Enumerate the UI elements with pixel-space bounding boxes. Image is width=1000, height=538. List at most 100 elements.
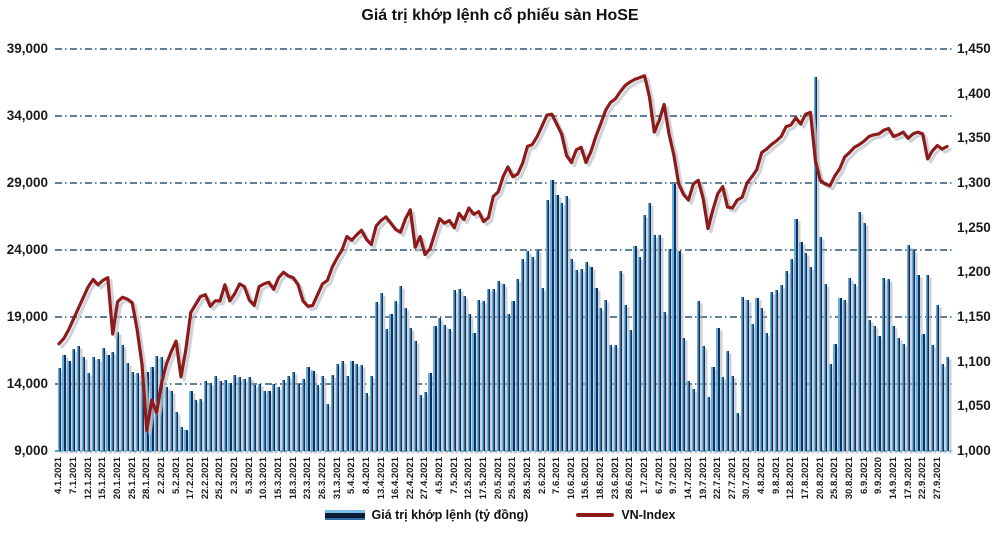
volume-bar <box>184 429 188 451</box>
volume-bar <box>355 363 359 451</box>
volume-bar <box>731 375 735 451</box>
volume-bar <box>477 299 481 451</box>
volume-bar <box>252 385 256 451</box>
volume-bar <box>682 338 686 451</box>
volume-bar <box>540 287 544 451</box>
volume-bar <box>584 262 588 451</box>
volume-bar <box>853 283 857 451</box>
volume-bar <box>901 343 905 451</box>
volume-bar <box>243 378 247 451</box>
volume-bar <box>726 350 730 451</box>
volume-bar <box>935 304 940 451</box>
volume-bar <box>447 329 452 451</box>
volume-bar <box>555 195 559 451</box>
volume-bar <box>394 300 398 451</box>
volume-bar <box>462 295 466 451</box>
volume-bar <box>823 283 827 451</box>
volume-bar <box>452 290 457 451</box>
volume-bar <box>316 385 320 451</box>
volume-bar <box>945 357 949 451</box>
volume-bar <box>267 390 271 451</box>
volume-bar <box>272 384 276 451</box>
volume-bar <box>57 367 61 451</box>
volume-bar <box>330 374 335 451</box>
volume-bar <box>233 374 237 451</box>
volume-bar <box>433 326 437 451</box>
y-axis-label-right: 1,450 <box>957 41 991 56</box>
volume-bar <box>774 290 779 451</box>
volume-bar <box>604 299 608 451</box>
volume-bar <box>418 394 422 451</box>
legend-item-volume: Giá trị khớp lệnh (tỷ đồng) <box>324 508 528 522</box>
y-axis-label-left: 29,000 <box>6 175 48 190</box>
volume-bar <box>750 323 754 451</box>
volume-bar <box>101 347 105 451</box>
volume-bar <box>130 371 134 451</box>
volume-bar <box>716 327 720 451</box>
y-axis-label-left: 14,000 <box>6 376 48 391</box>
volume-bar <box>199 398 203 451</box>
volume-bar <box>282 379 286 451</box>
volume-bar <box>521 259 525 451</box>
volume-bar <box>106 354 110 451</box>
volume-bar <box>770 291 774 451</box>
volume-bar <box>96 358 100 451</box>
volume-bar <box>799 241 803 451</box>
volume-bar <box>487 288 491 451</box>
volume-bar <box>169 390 174 451</box>
volume-bar <box>789 259 793 451</box>
volume-bar <box>813 77 818 451</box>
volume-bar <box>633 245 637 451</box>
volume-bar <box>530 256 535 451</box>
volume-bar <box>833 343 837 451</box>
gridline <box>55 115 953 117</box>
y-axis-label-right: 1,350 <box>957 130 991 146</box>
volume-bar <box>81 357 86 451</box>
volume-bar <box>760 307 764 451</box>
volume-bar <box>179 426 183 451</box>
volume-bar <box>62 354 66 451</box>
volume-bar <box>311 370 315 451</box>
y-axis-label-right: 1,050 <box>957 398 991 414</box>
volume-bar <box>389 314 393 451</box>
bar-series-swatch-icon <box>324 510 365 520</box>
volume-bar <box>77 346 81 451</box>
y-axis-label-left: 19,000 <box>6 309 48 324</box>
volume-bar <box>457 288 461 451</box>
volume-bar <box>609 345 613 451</box>
volume-bar <box>613 345 618 451</box>
volume-bar <box>384 329 388 451</box>
volume-bar <box>516 279 520 451</box>
volume-bar <box>667 248 671 451</box>
volume-bar <box>672 184 676 451</box>
volume-bar <box>277 386 281 451</box>
volume-bar <box>511 300 515 451</box>
volume-bar <box>687 381 691 451</box>
volume-bar <box>862 223 866 451</box>
volume-bar <box>589 267 593 451</box>
volume-bar <box>413 341 417 451</box>
volume-bar <box>691 389 696 451</box>
volume-bar <box>838 298 842 451</box>
legend-item-vnindex: VN-Index <box>576 508 676 522</box>
volume-bar <box>306 366 310 451</box>
volume-bar <box>408 327 413 451</box>
volume-bar <box>296 384 300 451</box>
volume-bar <box>926 275 930 451</box>
volume-bar <box>174 412 178 451</box>
volume-bar <box>804 252 808 451</box>
volume-bar <box>496 280 500 451</box>
volume-bar <box>506 314 510 451</box>
volume-bar <box>164 386 169 451</box>
volume-bar <box>906 244 910 451</box>
volume-bar <box>321 375 325 451</box>
volume-bar <box>872 326 876 451</box>
volume-bar <box>677 251 681 451</box>
legend-vnindex-label: VN-Index <box>621 508 676 522</box>
volume-bar <box>818 236 823 451</box>
volume-bar <box>848 278 852 451</box>
y-axis-label-left: 24,000 <box>6 242 48 257</box>
y-axis-label-right: 1,400 <box>957 85 991 101</box>
volume-bar <box>706 397 710 451</box>
volume-bar <box>194 400 198 451</box>
